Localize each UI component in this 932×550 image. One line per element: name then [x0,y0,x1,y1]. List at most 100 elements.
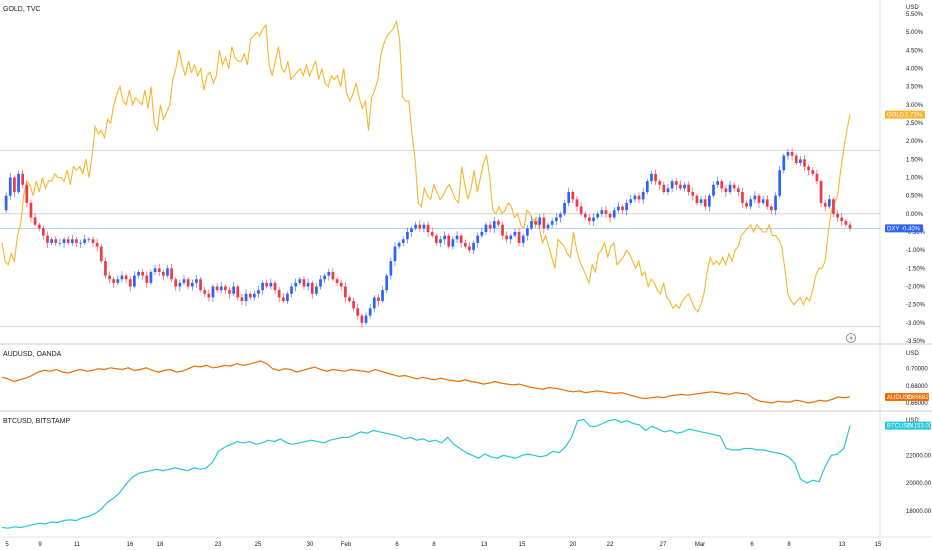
dxy-candle[interactable] [550,221,554,225]
gold-series-line[interactable] [1,19,851,313]
dxy-candle[interactable] [708,195,711,207]
dxy-candle[interactable] [331,271,335,280]
dxy-candle[interactable] [13,177,16,193]
dxy-candle[interactable] [112,279,116,283]
dxy-candle[interactable] [364,315,368,323]
dxy-candle[interactable] [277,290,281,298]
dxy-candle[interactable] [75,239,78,243]
dxy-candle[interactable] [178,282,182,287]
dxy-candle[interactable] [273,282,277,291]
dxy-candle[interactable] [410,228,413,232]
dxy-candle[interactable] [534,221,537,225]
dxy-candle[interactable] [29,202,33,218]
dxy-candle[interactable] [141,271,144,276]
dxy-candle[interactable] [356,308,360,316]
dxy-candle[interactable] [145,275,149,283]
dxy-candle[interactable] [215,286,219,291]
dxy-candle[interactable] [430,232,434,236]
dxy-candle[interactable] [319,279,322,287]
dxy-candle[interactable] [372,297,376,309]
dxy-candle[interactable] [488,224,492,229]
dxy-candle[interactable] [844,221,848,225]
dxy-candle[interactable] [203,290,207,294]
dxy-candle[interactable] [546,224,550,229]
dxy-candle[interactable] [414,224,418,229]
dxy-candle[interactable] [315,286,318,294]
dxy-candle[interactable] [720,181,724,189]
dxy-candle[interactable] [472,242,475,251]
dxy-candle[interactable] [451,239,455,247]
dxy-candle[interactable] [617,206,620,211]
dxy-candle[interactable] [252,293,256,298]
dxy-candle[interactable] [662,184,666,193]
dxy-candle[interactable] [703,199,707,207]
dxy-candle[interactable] [339,282,343,287]
dxy-candle[interactable] [195,279,198,283]
dxy-candle[interactable] [683,184,686,189]
dxy-candle[interactable] [42,228,45,236]
dxy-candle[interactable] [290,286,293,294]
dxy-candle[interactable] [468,246,471,251]
price-tag-gold[interactable] [885,110,925,119]
dxy-candle[interactable] [124,275,128,280]
dxy-candle[interactable] [327,271,331,276]
dxy-candle[interactable] [128,279,132,287]
dxy-candle[interactable] [484,224,488,232]
dxy-candle[interactable] [66,239,70,243]
dxy-candle[interactable] [521,235,525,243]
dxy-candle[interactable] [25,184,29,203]
price-tag-audusd[interactable] [885,393,929,402]
price-tag-dxy[interactable] [885,224,923,233]
dxy-candle[interactable] [91,239,95,243]
dxy-candle[interactable] [782,155,786,171]
dxy-candle[interactable] [182,279,186,283]
dxy-candle[interactable] [426,224,430,232]
dxy-candle[interactable] [120,275,124,280]
dxy-candle[interactable] [161,271,165,276]
dxy-candle[interactable] [509,235,513,240]
dxy-candle[interactable] [579,206,583,214]
dxy-candle[interactable] [621,206,624,211]
dxy-candle[interactable] [592,217,595,222]
dxy-candle[interactable] [588,217,591,222]
dxy-candle[interactable] [513,232,517,236]
dxy-candle[interactable] [836,213,839,218]
dxy-candle[interactable] [716,181,719,185]
dxy-candle[interactable] [302,279,306,287]
dxy-candle[interactable] [422,224,426,229]
dxy-candle[interactable] [248,293,252,298]
dxy-candle[interactable] [46,235,49,243]
dxy-candle[interactable] [281,297,285,302]
dxy-candle[interactable] [650,173,653,182]
dxy-candle[interactable] [492,221,496,229]
dxy-candle[interactable] [87,239,91,241]
dxy-candle[interactable] [8,177,12,196]
price-axis[interactable] [880,0,932,550]
dxy-candle[interactable] [397,242,401,247]
dxy-candle[interactable] [583,213,587,218]
dxy-candle[interactable] [170,268,173,280]
dxy-candle[interactable] [434,235,438,243]
dxy-candle[interactable] [794,155,798,163]
dxy-candle[interactable] [538,217,542,225]
dxy-candle[interactable] [17,173,20,193]
dxy-candle[interactable] [224,286,227,291]
dxy-candle[interactable] [323,275,326,280]
dxy-candle[interactable] [232,286,235,294]
dxy-candle[interactable] [774,195,777,211]
dxy-candle[interactable] [310,282,314,294]
dxy-candle[interactable] [186,279,190,287]
dxy-candle[interactable] [286,293,289,302]
dxy-candle[interactable] [575,199,579,207]
dxy-candle[interactable] [765,199,769,207]
dxy-candle[interactable] [712,184,715,196]
dxy-candle[interactable] [37,224,41,229]
dxy-candle[interactable] [736,188,740,193]
dxy-candle[interactable] [679,184,682,189]
dxy-candle[interactable] [608,213,612,218]
dxy-candle[interactable] [133,275,136,287]
dxy-candle[interactable] [625,202,628,211]
price-tag-btcusd[interactable] [885,421,931,430]
dxy-candle[interactable] [166,268,169,276]
